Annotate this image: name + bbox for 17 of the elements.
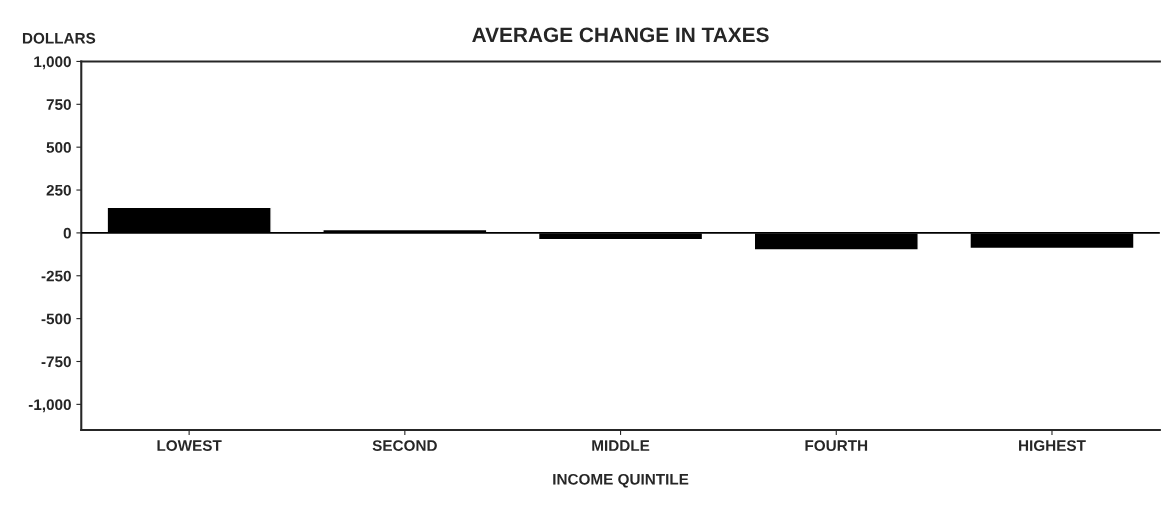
x-tick-label: MIDDLE [592, 440, 650, 451]
y-axis-title: DOLLARS [22, 32, 96, 44]
y-tick-label: 750 [46, 99, 71, 110]
x-tick-label: HIGHEST [1019, 440, 1086, 452]
y-tick-label: -250 [41, 270, 71, 282]
chart-title: AVERAGE CHANGE IN TAXES [472, 27, 769, 43]
y-tick-label: 0 [63, 227, 71, 239]
y-tick-label: -500 [41, 313, 71, 325]
y-tick-label: 1,000 [34, 56, 71, 70]
y-tick-label: 500 [46, 142, 71, 153]
y-tick-label: -750 [41, 356, 71, 368]
x-axis-title: INCOME QUINTILE [553, 473, 689, 488]
x-tick-label: LOWEST [157, 440, 222, 452]
x-tick-label: SECOND [372, 440, 437, 452]
y-tick-label: 250 [46, 184, 71, 196]
y-tick-label: -1,000 [28, 399, 71, 413]
x-tick-label: FOURTH [805, 440, 868, 452]
